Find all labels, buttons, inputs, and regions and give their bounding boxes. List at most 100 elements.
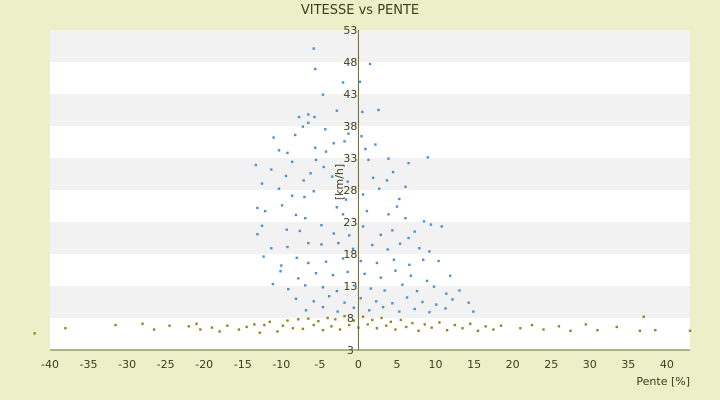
data-point — [615, 325, 618, 329]
y-tick-label: 38 — [343, 120, 357, 133]
data-point — [401, 283, 404, 286]
data-point — [415, 289, 419, 293]
plot-band — [50, 30, 690, 62]
data-point — [413, 230, 416, 233]
data-point — [277, 187, 281, 190]
data-point — [271, 282, 275, 286]
data-point — [654, 328, 657, 332]
data-point — [286, 319, 289, 322]
x-tick-label: -25 — [157, 358, 175, 371]
data-point — [472, 310, 475, 313]
data-point — [386, 248, 389, 251]
data-point — [361, 225, 365, 228]
y-tick-label: 8 — [347, 312, 354, 325]
data-point — [375, 261, 379, 265]
axes — [50, 30, 690, 351]
data-point — [407, 236, 410, 240]
data-point — [254, 163, 258, 167]
data-point — [253, 323, 256, 326]
data-point — [411, 321, 414, 325]
data-point — [429, 223, 433, 226]
data-point — [256, 206, 259, 210]
data-point — [371, 176, 375, 180]
x-tick-label: -40 — [41, 358, 59, 371]
data-point — [437, 259, 440, 263]
data-point — [398, 310, 401, 313]
data-point — [324, 150, 328, 153]
data-point — [64, 327, 67, 330]
data-point — [638, 329, 642, 332]
data-point — [458, 289, 461, 292]
data-point — [321, 305, 325, 309]
data-point — [428, 250, 431, 253]
data-point — [285, 228, 288, 231]
x-tick-label: 30 — [583, 358, 597, 371]
data-point — [327, 295, 331, 298]
data-point — [343, 301, 346, 304]
data-point — [444, 307, 447, 310]
data-point — [301, 327, 305, 331]
data-point — [297, 115, 301, 119]
data-point — [263, 209, 267, 213]
data-point — [312, 300, 315, 303]
data-point — [312, 323, 315, 327]
data-point — [304, 284, 307, 287]
data-point — [346, 180, 349, 183]
data-point — [280, 264, 283, 267]
data-point — [530, 323, 534, 327]
data-point — [417, 329, 420, 332]
data-point — [291, 327, 295, 330]
data-point — [237, 328, 241, 331]
plot-bands — [50, 30, 690, 350]
data-point — [519, 327, 522, 330]
plot-band — [50, 126, 690, 158]
data-point — [418, 247, 421, 250]
data-point — [260, 224, 264, 228]
data-point — [272, 136, 275, 139]
x-tick-label: 10 — [429, 358, 443, 371]
data-point — [324, 260, 328, 263]
data-point — [270, 247, 273, 250]
data-point — [297, 318, 300, 321]
data-point — [404, 216, 407, 220]
data-point — [384, 324, 388, 327]
data-point — [476, 329, 480, 332]
y-tick-label: 18 — [343, 248, 357, 261]
data-point — [438, 321, 441, 324]
data-point — [298, 229, 302, 233]
y-tick-label: 43 — [343, 88, 357, 101]
data-point — [114, 323, 117, 327]
data-point — [277, 149, 281, 152]
plot-band — [50, 254, 690, 286]
plot-band — [50, 190, 690, 222]
data-point — [141, 322, 144, 325]
data-point — [335, 206, 339, 209]
data-point — [432, 285, 436, 288]
data-point — [168, 324, 171, 327]
x-tick-label: 5 — [393, 358, 400, 371]
plot-band — [50, 62, 690, 94]
data-point — [440, 225, 443, 228]
data-point — [294, 213, 298, 217]
data-point — [467, 301, 470, 304]
x-tick-label: -35 — [80, 358, 98, 371]
data-point — [307, 261, 310, 265]
data-point — [330, 325, 333, 328]
x-tick-label: -20 — [195, 358, 213, 371]
data-point — [336, 310, 339, 313]
x-tick-label: -10 — [272, 358, 290, 371]
plot-band — [50, 158, 690, 190]
data-point — [270, 168, 273, 171]
x-tick-label: 35 — [621, 358, 635, 371]
data-point — [351, 247, 355, 251]
data-point — [326, 316, 329, 320]
data-point — [321, 328, 325, 332]
data-point — [371, 318, 374, 322]
data-point — [199, 328, 202, 331]
data-point — [428, 311, 431, 314]
data-point — [368, 62, 372, 66]
data-point — [280, 204, 284, 207]
data-point — [187, 325, 190, 328]
data-point — [307, 121, 310, 124]
